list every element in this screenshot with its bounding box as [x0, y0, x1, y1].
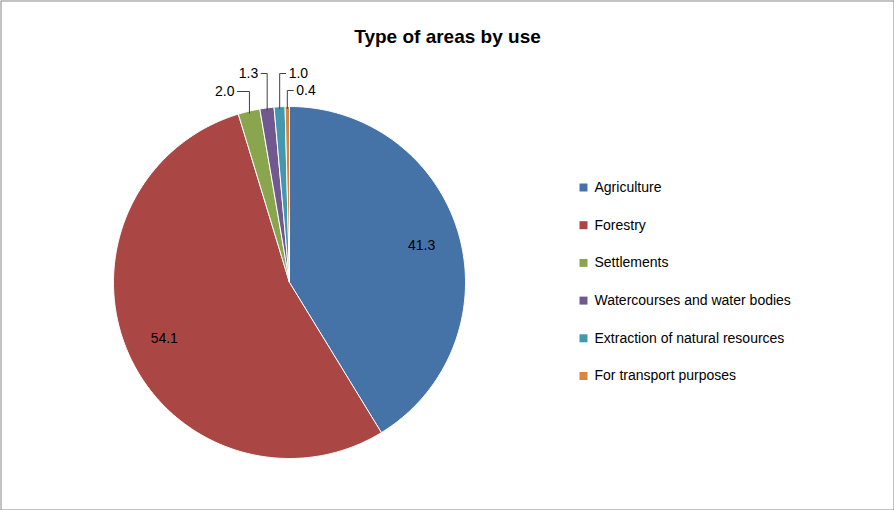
svg-text:Settlements: Settlements [595, 254, 669, 270]
svg-text:Agriculture: Agriculture [595, 179, 662, 195]
svg-text:54.1: 54.1 [151, 330, 178, 346]
svg-text:1.0: 1.0 [289, 65, 309, 81]
svg-text:Watercourses and water bodies: Watercourses and water bodies [595, 292, 791, 308]
svg-text:Extraction of natural resource: Extraction of natural resources [595, 330, 785, 346]
svg-text:Forestry: Forestry [595, 217, 646, 233]
svg-text:2.0: 2.0 [215, 83, 235, 99]
svg-text:0.4: 0.4 [296, 82, 316, 98]
svg-text:Type of areas by use: Type of areas by use [354, 26, 541, 47]
svg-text:41.3: 41.3 [408, 237, 435, 253]
svg-text:For transport purposes: For transport purposes [595, 367, 737, 383]
svg-text:1.3: 1.3 [239, 65, 259, 81]
